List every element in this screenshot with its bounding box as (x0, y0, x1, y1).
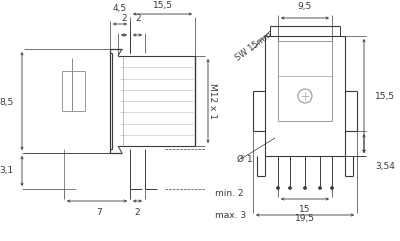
Text: 9,5: 9,5 (298, 2, 312, 11)
Text: 15,5: 15,5 (153, 1, 173, 10)
Text: 19,5: 19,5 (295, 214, 315, 223)
Text: Ø 1: Ø 1 (237, 154, 253, 163)
Text: 2: 2 (135, 14, 141, 23)
Text: 7: 7 (96, 208, 102, 217)
Circle shape (276, 187, 280, 189)
Text: 15,5: 15,5 (375, 92, 395, 100)
Text: min. 2: min. 2 (215, 188, 244, 198)
Circle shape (304, 187, 306, 189)
Circle shape (318, 187, 322, 189)
Text: 8,5: 8,5 (0, 98, 14, 107)
Circle shape (330, 187, 334, 189)
Text: SW 15mm: SW 15mm (234, 30, 274, 62)
Text: max. 3: max. 3 (215, 212, 246, 221)
Text: 2: 2 (121, 14, 127, 23)
Circle shape (288, 187, 292, 189)
Text: 3,54: 3,54 (375, 161, 395, 170)
Text: 4,5: 4,5 (113, 4, 127, 13)
Text: 2: 2 (134, 208, 140, 217)
Text: 3,1: 3,1 (0, 167, 14, 175)
Text: 15: 15 (299, 205, 311, 214)
Text: M12 x 1: M12 x 1 (208, 83, 218, 119)
